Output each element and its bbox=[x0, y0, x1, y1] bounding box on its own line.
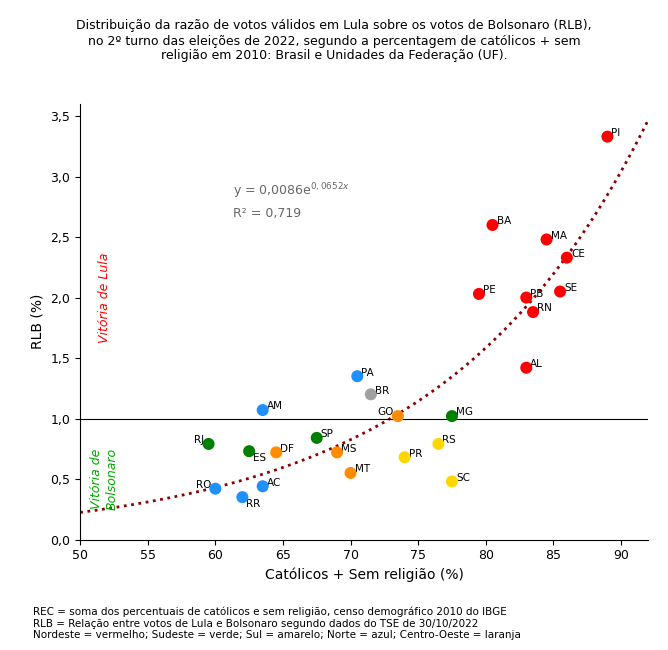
Text: MA: MA bbox=[550, 231, 566, 241]
Text: REC = soma dos percentuais de católicos e sem religião, censo demográfico 2010 d: REC = soma dos percentuais de católicos … bbox=[33, 606, 521, 640]
Point bbox=[203, 439, 214, 449]
Point bbox=[257, 405, 268, 415]
Point bbox=[352, 371, 363, 382]
Text: y = 0,0086e$^{0,0652x}$: y = 0,0086e$^{0,0652x}$ bbox=[234, 181, 351, 201]
Text: GO: GO bbox=[377, 408, 394, 417]
Point bbox=[332, 447, 343, 458]
Text: MS: MS bbox=[341, 444, 357, 454]
Text: Distribuição da razão de votos válidos em Lula sobre os votos de Bolsonaro (RLB): Distribuição da razão de votos válidos e… bbox=[76, 20, 592, 62]
Text: RN: RN bbox=[537, 304, 552, 313]
Text: PA: PA bbox=[361, 367, 374, 378]
Point bbox=[602, 131, 613, 142]
Point bbox=[311, 433, 322, 443]
Point bbox=[487, 220, 498, 230]
Point bbox=[399, 452, 410, 462]
Point bbox=[257, 481, 268, 491]
Text: MT: MT bbox=[355, 464, 369, 474]
Text: SP: SP bbox=[321, 429, 334, 439]
Text: AC: AC bbox=[267, 478, 281, 488]
Text: AM: AM bbox=[267, 402, 283, 411]
Point bbox=[554, 286, 565, 296]
Point bbox=[447, 411, 458, 421]
Text: Vitória de
Bolsonaro: Vitória de Bolsonaro bbox=[90, 448, 118, 510]
Text: AL: AL bbox=[530, 359, 543, 369]
Text: PB: PB bbox=[530, 289, 544, 299]
Text: CE: CE bbox=[571, 249, 584, 259]
Text: RS: RS bbox=[442, 436, 456, 445]
Point bbox=[237, 492, 248, 502]
Point bbox=[210, 484, 220, 494]
Point bbox=[521, 292, 532, 303]
Text: BA: BA bbox=[496, 216, 511, 226]
Text: MG: MG bbox=[456, 408, 473, 417]
X-axis label: Católicos + Sem religião (%): Católicos + Sem religião (%) bbox=[265, 568, 464, 582]
Text: PE: PE bbox=[483, 285, 496, 295]
Text: BR: BR bbox=[375, 385, 389, 396]
Point bbox=[433, 439, 444, 449]
Text: RO: RO bbox=[196, 480, 211, 490]
Text: RR: RR bbox=[246, 499, 261, 510]
Text: RJ: RJ bbox=[194, 436, 204, 445]
Point bbox=[345, 468, 356, 478]
Point bbox=[521, 363, 532, 373]
Point bbox=[562, 252, 572, 263]
Text: PR: PR bbox=[409, 448, 422, 459]
Point bbox=[365, 389, 376, 400]
Y-axis label: RLB (%): RLB (%) bbox=[31, 294, 45, 350]
Point bbox=[474, 289, 484, 299]
Point bbox=[271, 447, 281, 458]
Text: Vitória de Lula: Vitória de Lula bbox=[98, 252, 111, 343]
Point bbox=[393, 411, 403, 421]
Point bbox=[528, 307, 538, 317]
Text: DF: DF bbox=[281, 444, 294, 454]
Point bbox=[541, 234, 552, 244]
Text: ES: ES bbox=[253, 454, 267, 463]
Text: R² = 0,719: R² = 0,719 bbox=[234, 207, 301, 220]
Text: PI: PI bbox=[611, 128, 621, 138]
Text: SC: SC bbox=[456, 473, 470, 483]
Point bbox=[244, 446, 255, 456]
Point bbox=[447, 476, 458, 487]
Text: SE: SE bbox=[564, 283, 577, 293]
